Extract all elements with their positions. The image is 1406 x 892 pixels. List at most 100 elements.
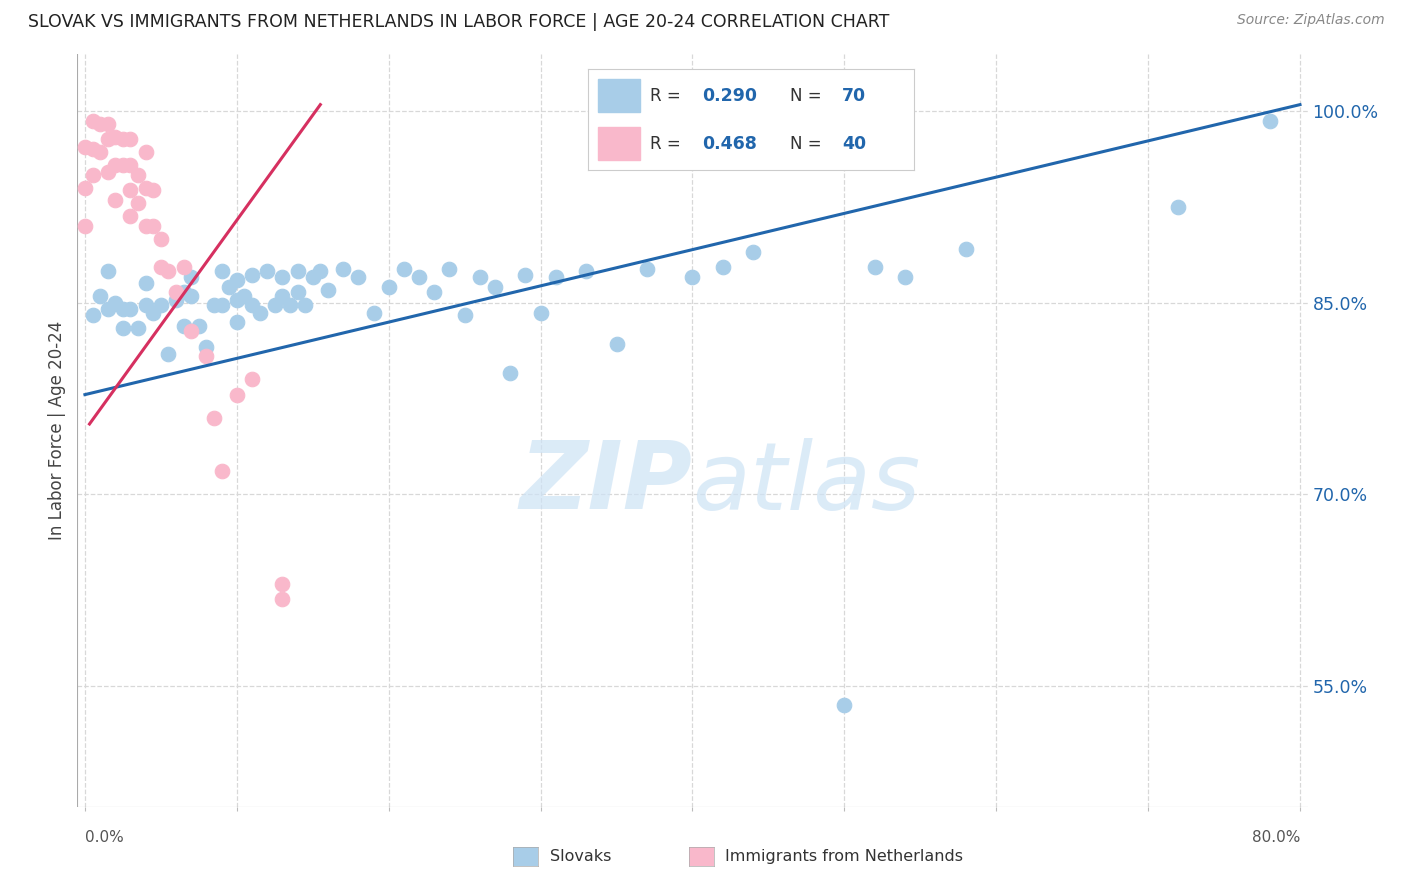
Point (89, 117, 111, 131)
Point (104, 129, 127, 144)
Point (484, 280, 506, 294)
Point (104, 295, 127, 310)
Point (120, 158, 142, 172)
Point (392, 262, 415, 277)
Text: 0.0%: 0.0% (84, 830, 124, 846)
Point (453, 309, 475, 323)
Point (202, 298, 225, 312)
Point (142, 183, 165, 197)
Text: Source: ZipAtlas.com: Source: ZipAtlas.com (1237, 13, 1385, 28)
Point (97, 263, 120, 277)
Point (834, 698, 856, 712)
Point (218, 280, 240, 294)
Point (211, 298, 233, 312)
Point (195, 349, 218, 363)
Y-axis label: In Labor Force | Age 20-24: In Labor Force | Age 20-24 (48, 321, 66, 540)
Point (211, 263, 233, 277)
Point (955, 242, 977, 256)
Point (605, 336, 627, 351)
Point (82, 114, 104, 128)
Point (233, 289, 256, 303)
Point (165, 285, 187, 300)
Point (287, 263, 309, 277)
Point (1258, 114, 1281, 128)
Point (82, 168, 104, 182)
Point (149, 232, 172, 246)
Point (682, 270, 704, 285)
Point (256, 263, 278, 277)
Point (863, 260, 886, 274)
Point (544, 270, 567, 285)
Point (240, 298, 263, 312)
Point (135, 219, 157, 233)
Point (89, 145, 111, 159)
Point (135, 180, 157, 194)
Point (636, 262, 658, 277)
Point (515, 268, 537, 282)
Point (97, 165, 120, 179)
Point (271, 270, 294, 285)
Point (104, 194, 127, 208)
Text: ZIP: ZIP (520, 437, 693, 529)
Point (211, 464, 233, 478)
Point (180, 324, 202, 338)
Text: SLOVAK VS IMMIGRANTS FROM NETHERLANDS IN LABOR FORCE | AGE 20-24 CORRELATION CHA: SLOVAK VS IMMIGRANTS FROM NETHERLANDS IN… (28, 13, 890, 31)
Point (271, 592, 294, 607)
Point (104, 158, 127, 172)
Text: Slovaks: Slovaks (550, 849, 612, 863)
Point (89, 289, 111, 303)
Point (97, 117, 120, 131)
Point (97, 301, 120, 316)
Point (309, 263, 332, 277)
Point (249, 306, 271, 320)
Point (742, 244, 765, 259)
Text: 80.0%: 80.0% (1251, 830, 1301, 846)
Point (173, 318, 195, 333)
Point (111, 132, 134, 146)
Point (263, 298, 285, 312)
Point (82, 309, 104, 323)
Point (187, 318, 209, 333)
Point (225, 272, 247, 286)
Point (157, 263, 180, 277)
Point (157, 347, 180, 361)
Point (120, 132, 142, 146)
Point (73, 219, 96, 233)
Point (316, 283, 339, 297)
Text: atlas: atlas (693, 438, 921, 529)
Point (173, 260, 195, 274)
Point (97, 132, 120, 146)
Point (225, 315, 247, 329)
Point (111, 321, 134, 335)
Point (180, 270, 202, 285)
Point (135, 298, 157, 312)
Point (111, 158, 134, 172)
Point (529, 306, 551, 320)
Point (180, 289, 202, 303)
Point (149, 298, 172, 312)
Point (271, 289, 294, 303)
Point (111, 301, 134, 316)
Point (225, 293, 247, 307)
Point (127, 168, 149, 182)
Point (120, 301, 142, 316)
Point (135, 277, 157, 291)
Point (165, 293, 187, 307)
Point (195, 340, 218, 354)
Point (127, 321, 149, 335)
Point (173, 285, 195, 300)
Point (468, 270, 491, 285)
Point (301, 270, 323, 285)
Point (347, 270, 370, 285)
Point (271, 576, 294, 591)
Text: Immigrants from Netherlands: Immigrants from Netherlands (725, 849, 963, 863)
Point (439, 262, 461, 277)
Point (149, 260, 172, 274)
Point (135, 145, 157, 159)
Point (82, 142, 104, 156)
Point (202, 410, 225, 425)
Point (575, 263, 598, 277)
Point (499, 366, 522, 380)
Point (377, 280, 399, 294)
Point (73, 180, 96, 194)
